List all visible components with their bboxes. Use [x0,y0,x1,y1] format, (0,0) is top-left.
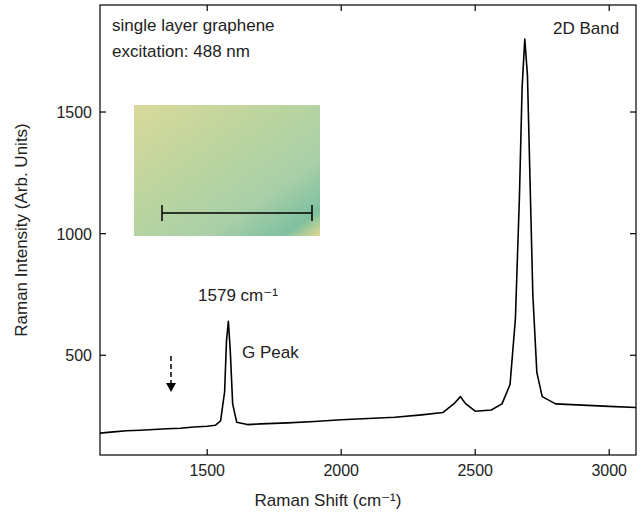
x-tick-label: 2500 [457,462,493,479]
y-tick [100,233,106,234]
y-tick [630,233,636,234]
y-tick-label: 1500 [56,104,92,121]
annotation: 1579 cm⁻¹ [198,286,278,305]
series-group [100,39,636,433]
d-peak-arrow [166,383,176,392]
y-tick [100,355,106,356]
x-tick [475,5,476,11]
scale-bar [162,212,312,214]
y-tick-label: 500 [65,347,92,364]
y-axis-title: Raman Intensity (Arb. Units) [12,123,31,337]
chart: 1500 2000 2500 3000 500 1000 1500 Raman Shift (… [0,0,644,516]
x-tick [609,5,610,11]
x-tick [207,5,208,11]
x-tick-label: 3000 [591,462,627,479]
x-tick [609,449,610,455]
x-tick [207,449,208,455]
title: single layer graphene [112,16,275,35]
x-tick [341,5,342,11]
y-tick [100,111,106,112]
y-tick [630,355,636,356]
annotation: 2D Band [553,19,619,38]
inset-image [134,105,320,236]
x-tick [341,449,342,455]
scale-bar [161,205,163,221]
y-tick [630,111,636,112]
y-tick-label: 1000 [56,226,92,243]
annotation: G Peak [242,343,299,362]
plot-frame [100,5,636,455]
x-tick [475,449,476,455]
x-axis-title: Raman Shift (cm⁻¹) [255,491,402,510]
subtitle: excitation: 488 nm [112,42,250,61]
x-tick-label: 1500 [189,462,225,479]
spectrum-line [100,39,636,433]
d-peak-arrow [170,356,172,384]
x-tick-label: 2000 [323,462,359,479]
scale-bar [311,205,313,221]
